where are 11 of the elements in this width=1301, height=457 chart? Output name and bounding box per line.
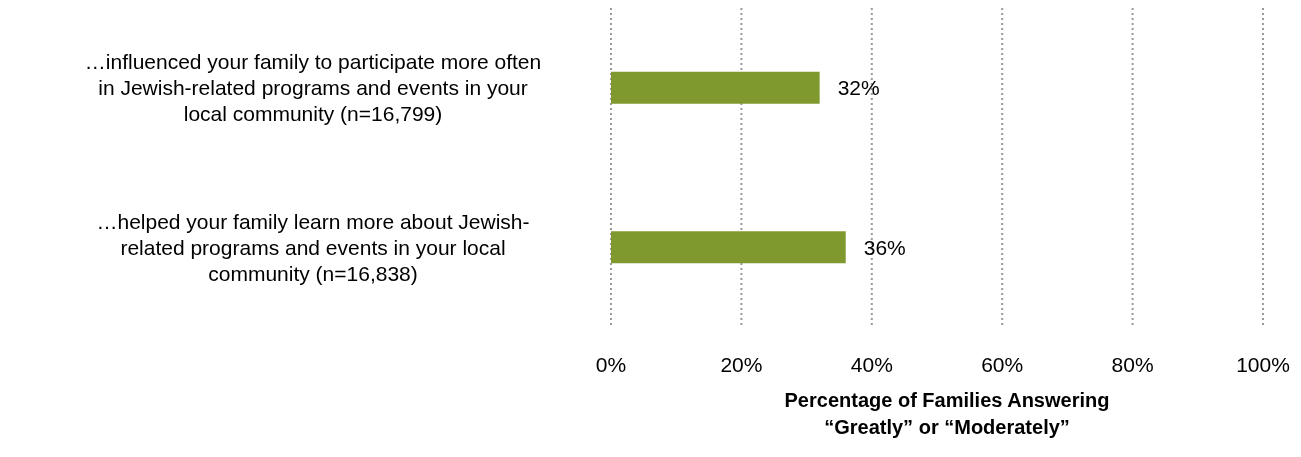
data-label: 36%: [863, 235, 906, 259]
x-tick-label: 0%: [595, 352, 627, 376]
x-axis-title: Percentage of Families Answering “Greatly” or “Moderately”: [784, 389, 1110, 438]
x-tick-label: 80%: [1111, 352, 1154, 376]
x-tick-label: 60%: [981, 352, 1024, 376]
data-label: 32%: [837, 76, 880, 100]
y-tick-label: …influenced your family to participate more often in Jewish-related programs and events in your local community (n=16,799): [84, 50, 542, 126]
x-tick-label: 20%: [720, 352, 763, 376]
y-tick-label: …helped your family learn more about Jewish-related programs and events in your local community (n=16,838): [96, 209, 530, 285]
x-tick-label: 40%: [850, 352, 893, 376]
x-tick-label: 100%: [1236, 352, 1290, 376]
